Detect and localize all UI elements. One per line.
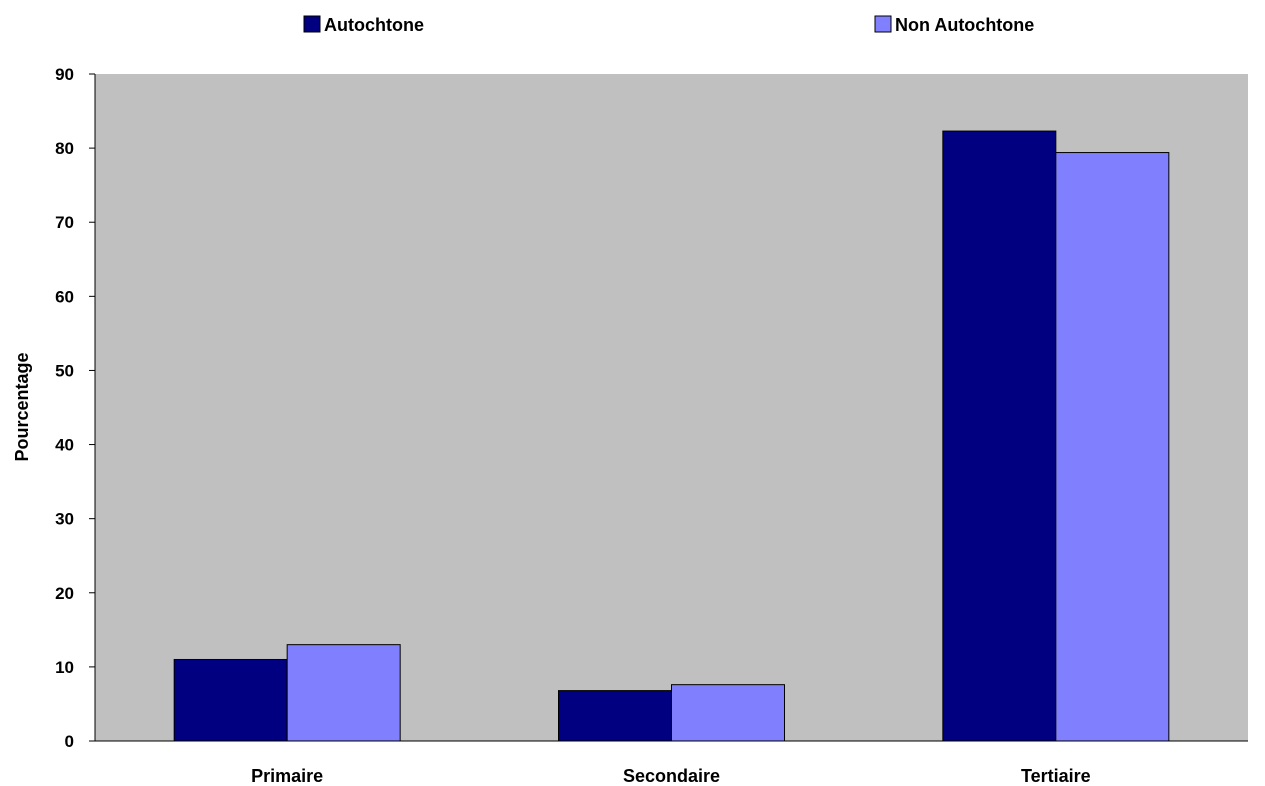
legend: Autochtone Non Autochtone (303, 15, 1034, 35)
x-category-label-tertiaire: Tertiaire (1021, 766, 1091, 786)
y-axis-ticks: 0 10 20 30 40 50 60 70 80 90 (55, 65, 95, 751)
x-category-label-secondaire: Secondaire (623, 766, 720, 786)
bar-autochtone-primaire (173, 658, 288, 742)
y-tick-label: 20 (55, 584, 74, 603)
x-category-label-primaire: Primaire (251, 766, 323, 786)
legend-label-autochtone: Autochtone (324, 15, 424, 35)
legend-swatch-autochtone (303, 15, 321, 33)
y-tick-label: 50 (55, 361, 74, 380)
legend-label-non-autochtone: Non Autochtone (895, 15, 1034, 35)
y-tick-label: 60 (55, 287, 74, 306)
bar-autochtone-tertiaire (942, 130, 1057, 742)
x-axis-labels: Primaire Secondaire Tertiaire (251, 766, 1091, 786)
bar-non-autochtone-tertiaire (1055, 152, 1170, 742)
legend-item-autochtone: Autochtone (303, 15, 424, 35)
y-tick-label: 10 (55, 658, 74, 677)
y-tick-label: 30 (55, 510, 74, 529)
legend-item-non-autochtone: Non Autochtone (874, 15, 1034, 35)
bar-non-autochtone-primaire (286, 644, 401, 742)
bar-non-autochtone-secondaire (671, 684, 785, 742)
y-tick-label: 40 (55, 436, 74, 455)
y-tick-label: 0 (65, 732, 74, 751)
y-tick-label: 70 (55, 213, 74, 232)
y-tick-label: 90 (55, 65, 74, 84)
legend-swatch-non-autochtone (874, 15, 892, 33)
y-axis-title: Pourcentage (12, 352, 32, 461)
bar-autochtone-secondaire (558, 690, 672, 742)
bars (173, 130, 1170, 742)
y-tick-label: 80 (55, 139, 74, 158)
